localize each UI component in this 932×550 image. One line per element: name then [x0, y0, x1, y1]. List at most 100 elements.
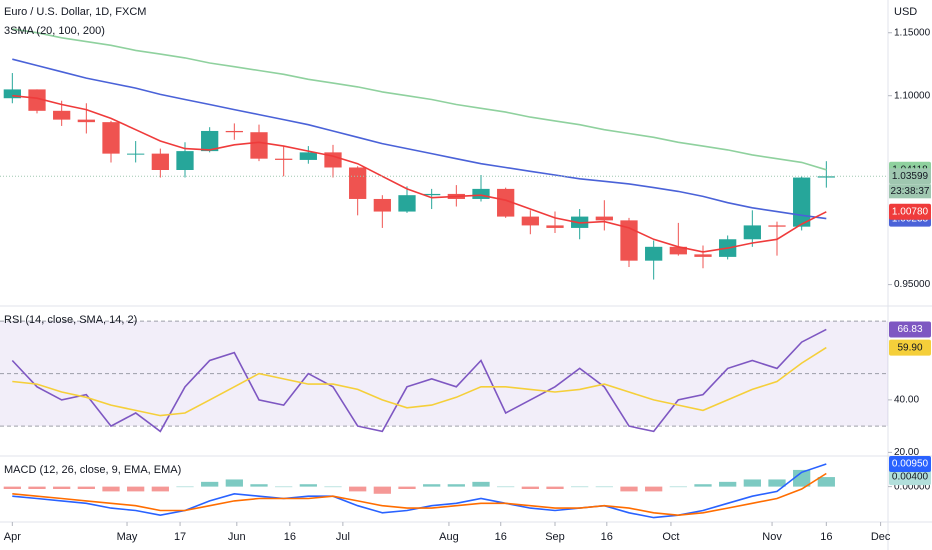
axis-label: USD: [894, 6, 917, 18]
indicator-label: 3SMA (20, 100, 200): [4, 25, 105, 37]
candle-body: [595, 216, 613, 221]
histogram-bar: [768, 479, 786, 487]
x-tick-label: Sep: [545, 531, 565, 543]
candle-body: [497, 188, 515, 217]
x-tick-label: Jun: [228, 531, 246, 543]
rsi-line: [11, 328, 827, 433]
rsi-line: [12, 346, 827, 417]
candle-body: [324, 152, 342, 168]
price-tag-box: [889, 168, 931, 185]
candle-body: [472, 188, 490, 199]
y-tick-label: 20.00: [894, 447, 919, 458]
y-tick-label: 0.95000: [894, 279, 931, 290]
price-tag-label: 59.90: [897, 342, 922, 353]
histogram-bar: [571, 486, 589, 488]
price-tag-label: 1.03599: [892, 171, 929, 182]
candle-body: [373, 198, 391, 212]
sma-line: [12, 94, 827, 253]
price-tag: 59.90: [889, 339, 931, 356]
histogram-bar: [669, 486, 687, 488]
histogram-bar: [817, 477, 835, 487]
sma-line: [12, 28, 827, 171]
candle-body: [28, 89, 46, 111]
candle-body: [546, 225, 564, 228]
x-tick-label: Jul: [336, 531, 350, 543]
candle-body: [521, 216, 539, 226]
candle-body: [127, 153, 145, 155]
price-tag-box: [889, 339, 931, 356]
sma-line: [12, 58, 827, 220]
histogram-bar: [398, 486, 416, 489]
candle-body: [151, 153, 169, 170]
histogram-bar: [102, 486, 120, 492]
histogram-bar: [423, 484, 441, 487]
indicator-label: MACD (12, 26, close, 9, EMA, EMA): [4, 464, 181, 476]
histogram-bar: [521, 486, 539, 489]
x-tick-label: Aug: [439, 531, 459, 543]
chart-title: Euro / U.S. Dollar, 1D, FXCM: [4, 6, 146, 18]
candle-body: [275, 158, 293, 160]
price-tag-label: 0.00950: [892, 459, 929, 470]
price-tag-box: [889, 203, 931, 220]
price-tag-label: 66.83: [897, 324, 922, 335]
y-tick-label: 40.00: [894, 395, 919, 406]
histogram-bar: [546, 486, 564, 489]
x-tick-label: 16: [495, 531, 507, 543]
y-tick-label: 0.00000: [894, 481, 931, 492]
y-tick-label: 1.10000: [894, 90, 931, 101]
histogram-bar: [53, 486, 71, 489]
histogram-bar: [793, 469, 811, 487]
histogram-bar: [645, 486, 663, 492]
x-tick-label: 16: [820, 531, 832, 543]
price-tag-box: [889, 469, 931, 486]
countdown: 23:38:37: [891, 186, 930, 197]
x-tick-label: Nov: [762, 531, 782, 543]
histogram-bar: [275, 486, 293, 488]
x-tick-label: Oct: [662, 531, 679, 543]
histogram-bar: [201, 481, 219, 487]
candle-body: [3, 89, 21, 99]
histogram-bar: [743, 479, 761, 487]
candle-body: [201, 130, 219, 152]
price-tag-box: [889, 321, 931, 338]
histogram-bar: [250, 484, 268, 487]
histogram-bar: [472, 481, 490, 487]
macd-line: [12, 472, 827, 517]
candle-body: [299, 152, 317, 160]
histogram-bar: [176, 486, 194, 488]
candle-body: [398, 195, 416, 212]
candle-body: [349, 167, 367, 199]
candle-body: [793, 177, 811, 227]
histogram-bar: [620, 486, 638, 492]
candle-body: [423, 193, 441, 196]
price-tag: 66.83: [889, 321, 931, 338]
histogram-bar: [694, 484, 712, 487]
histogram-bar: [349, 486, 367, 492]
candle-body: [743, 225, 761, 240]
x-tick-label: Dec: [871, 531, 891, 543]
histogram-bar: [719, 481, 737, 487]
indicator-label: RSI (14, close, SMA, 14, 2): [4, 314, 137, 326]
histogram-bar: [373, 486, 391, 494]
x-tick-label: May: [117, 531, 138, 543]
price-tag: 0.00400: [889, 469, 931, 486]
plot: 1.15000 1.10000 0.95000 40.00 20.00 0.00000 Ap…: [0, 27, 931, 543]
histogram-bar: [595, 486, 613, 488]
price-tag: 0.00950: [889, 455, 931, 472]
candle-body: [53, 110, 71, 120]
price-tag-label: 0.00400: [892, 472, 929, 483]
x-tick-label: 16: [284, 531, 296, 543]
price-tag-label: 1.00780: [892, 206, 929, 217]
histogram-bar: [299, 484, 317, 487]
candle-body: [77, 119, 95, 123]
candle-body: [768, 225, 786, 227]
candle-body: [102, 122, 120, 154]
countdown-box: [889, 184, 931, 199]
candle-body: [817, 176, 835, 178]
x-tick-label: 16: [601, 531, 613, 543]
y-tick-label: 1.15000: [894, 27, 931, 38]
histogram-bar: [28, 486, 46, 489]
candle-body: [645, 246, 663, 261]
histogram-bar: [497, 486, 515, 488]
